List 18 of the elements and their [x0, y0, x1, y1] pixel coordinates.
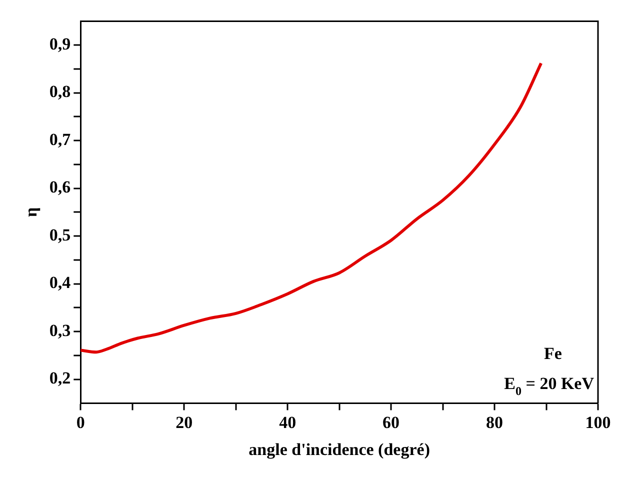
x-tick-label: 60 — [382, 412, 400, 432]
y-tick-label: 0,9 — [49, 34, 71, 54]
x-axis-title: angle d'incidence (degré) — [248, 440, 430, 460]
annotation: Fe — [544, 344, 562, 364]
x-tick-label: 100 — [585, 412, 611, 432]
y-tick-label: 0,2 — [49, 368, 71, 388]
x-tick-label: 40 — [279, 412, 296, 432]
x-tick-label: 20 — [176, 412, 193, 432]
y-tick-label: 0,4 — [49, 273, 72, 292]
y-tick-label: 0,3 — [49, 320, 71, 340]
y-axis-title: η — [22, 207, 41, 218]
x-tick-label: 80 — [486, 412, 504, 432]
line-series — [80, 62, 543, 354]
y-tick-label: 0,6 — [49, 178, 71, 197]
x-tick-label: 0 — [76, 412, 85, 432]
y-tick-label: 0,8 — [49, 82, 71, 102]
y-tick-label: 0,7 — [49, 130, 72, 149]
y-tick-label: 0,5 — [49, 225, 71, 244]
